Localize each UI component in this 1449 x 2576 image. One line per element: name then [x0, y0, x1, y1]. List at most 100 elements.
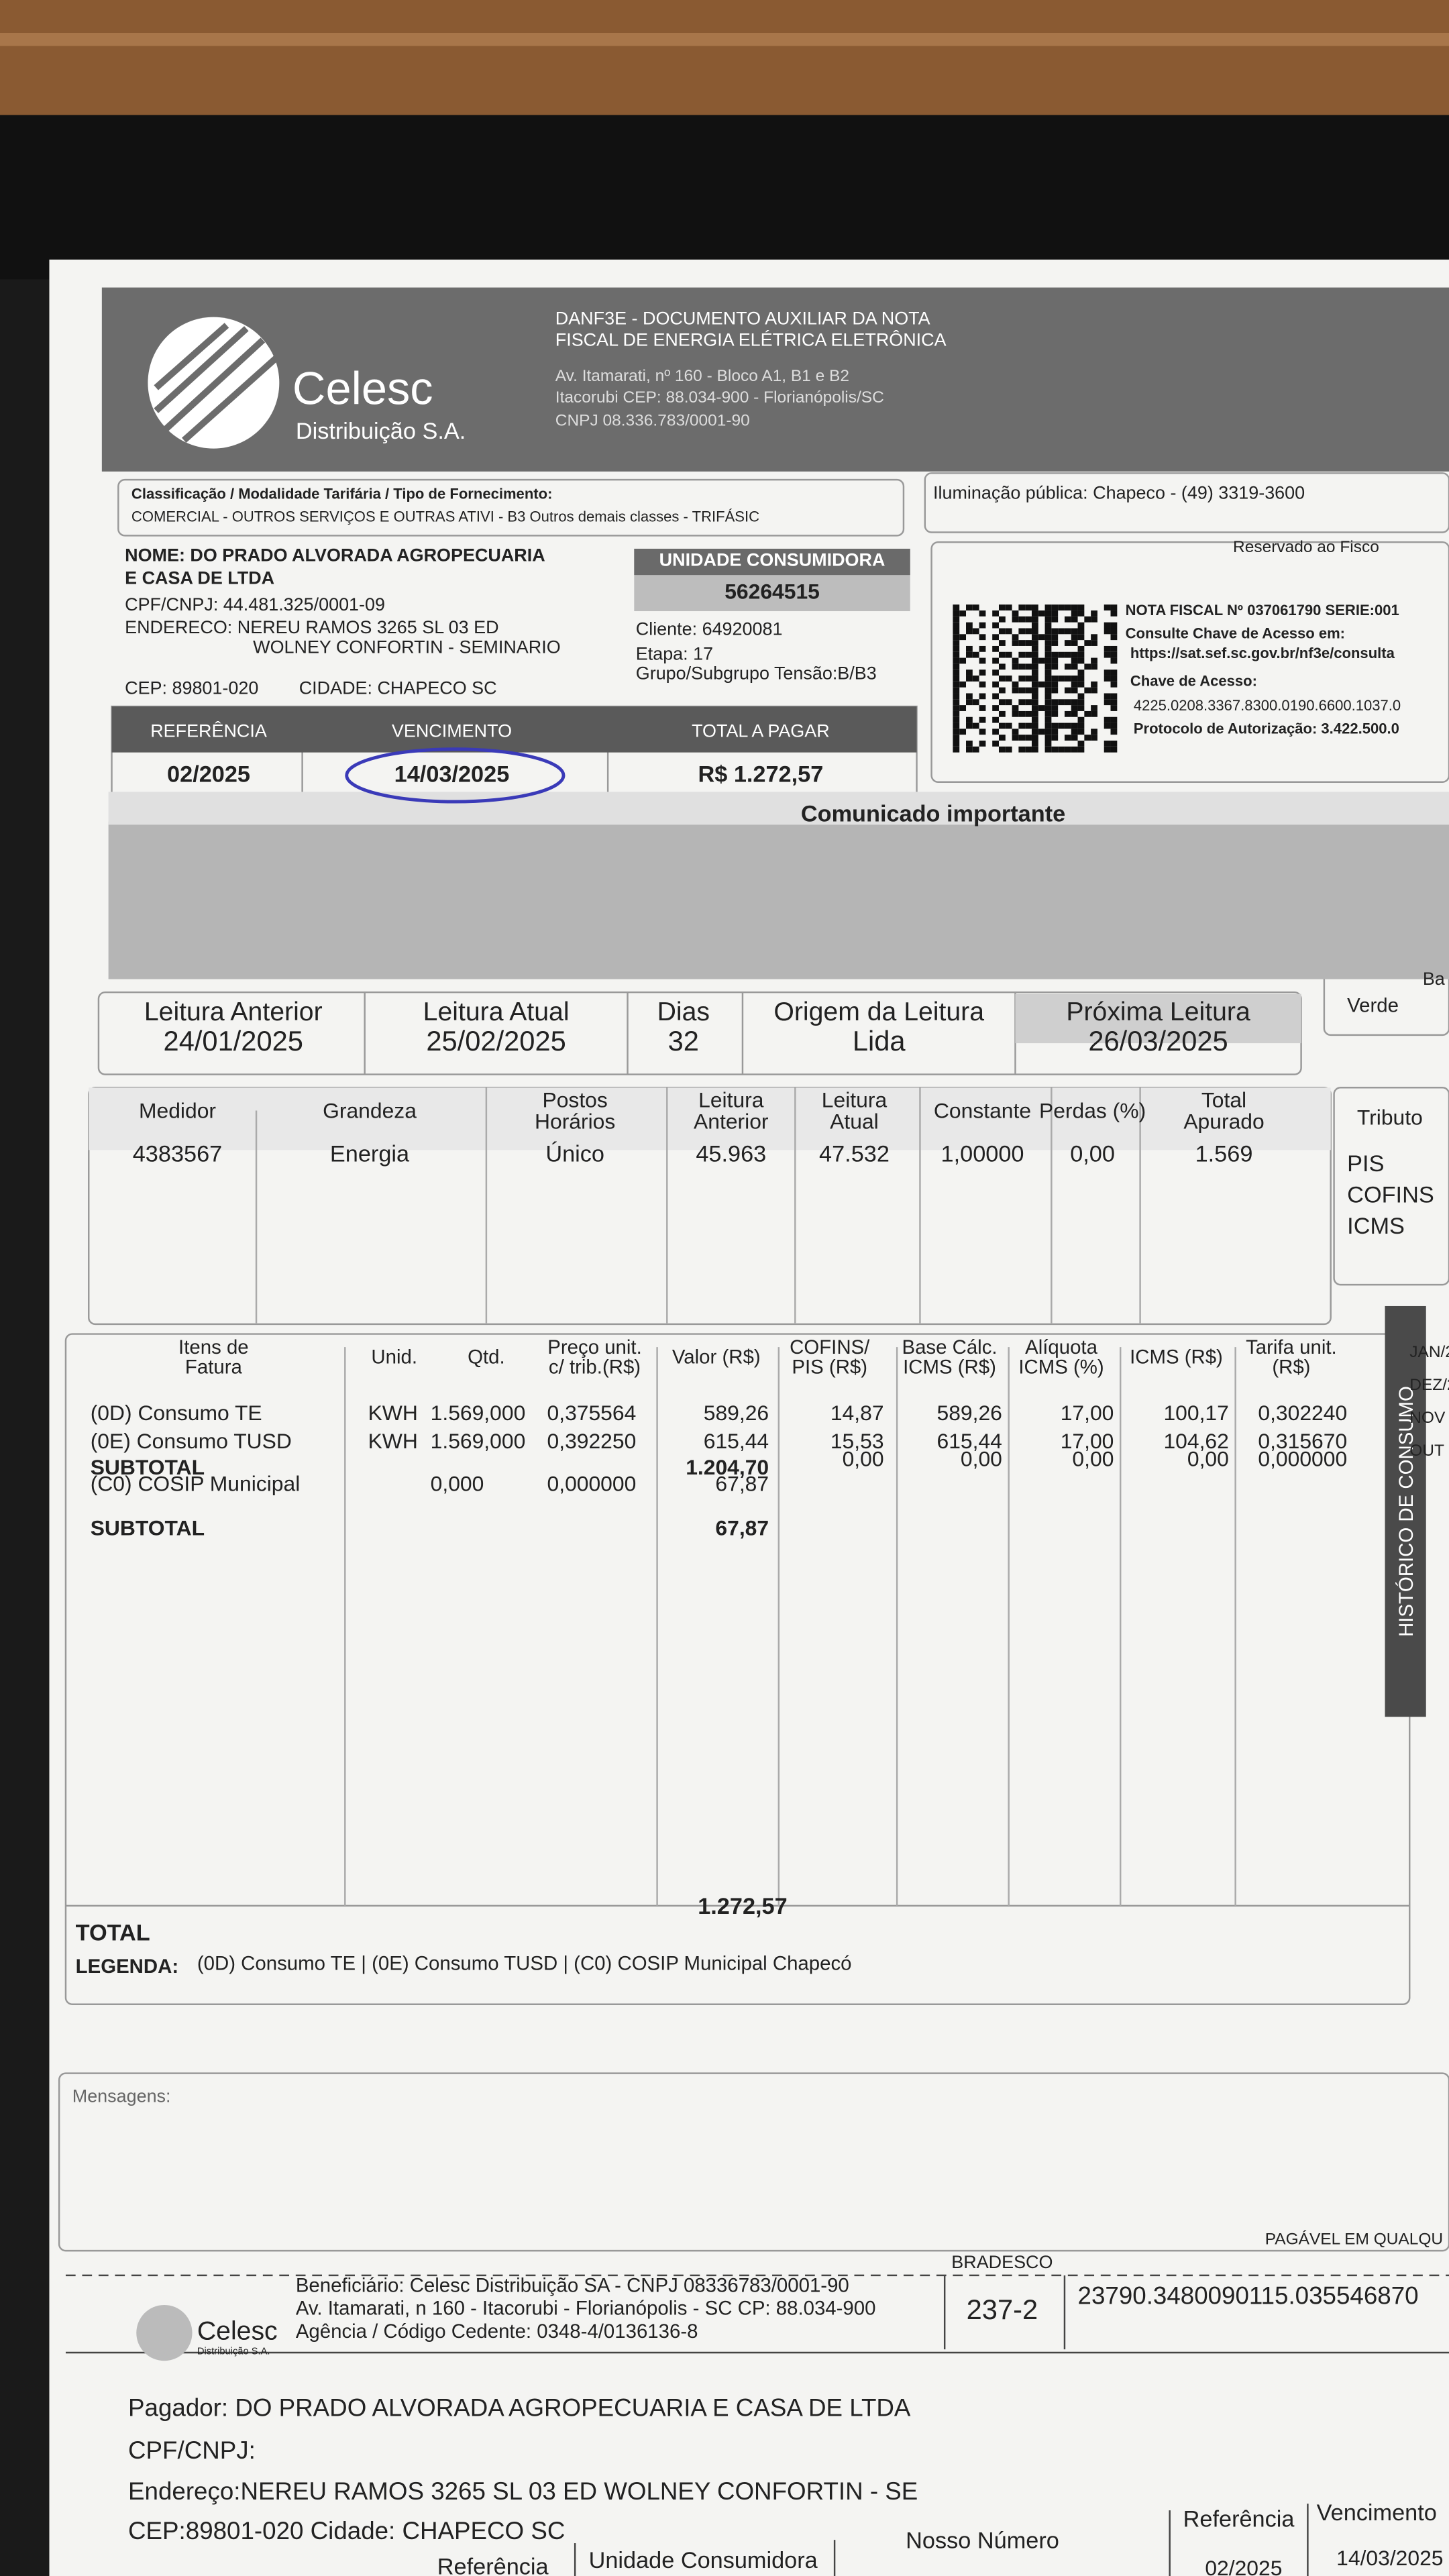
qr-cell — [979, 681, 986, 688]
qr-cell — [1025, 676, 1032, 682]
qr-cell — [1044, 681, 1052, 688]
qr-cell — [992, 741, 999, 747]
qr-cell — [1064, 628, 1071, 635]
qr-cell — [1071, 604, 1078, 611]
qr-cell — [1064, 663, 1071, 670]
qr-cell — [959, 681, 967, 688]
qr-cell — [1077, 722, 1085, 729]
items-header: Preço unit. c/ trib.(R$) — [547, 1336, 642, 1379]
payment-value: R$ 1.272,57 — [698, 760, 824, 788]
qr-cell — [1044, 676, 1052, 682]
protocol: Protocolo de Autorização: 3.422.500.0 — [1133, 720, 1399, 737]
logo-subtitle: Distribuição S.A. — [295, 417, 466, 444]
reading-header: Próxima Leitura — [1066, 998, 1250, 1027]
qr-cell — [1051, 705, 1059, 711]
qr-cell — [1071, 705, 1078, 711]
qr-cell — [1110, 716, 1118, 723]
qr-cell — [1031, 722, 1038, 729]
qr-cell — [1012, 640, 1019, 646]
qr-cell — [966, 741, 973, 747]
qr-cell — [972, 676, 979, 682]
qr-cell — [1064, 676, 1071, 682]
footer-label: Referência — [437, 2553, 549, 2576]
url: https://sat.sef.sc.gov.br/nf3e/consulta — [1130, 645, 1395, 661]
qr-cell — [966, 693, 973, 700]
item-cell: 0,302240 — [1258, 1400, 1348, 1426]
qr-cell — [1018, 604, 1026, 611]
qr-cell — [953, 622, 960, 629]
doc-title: FISCAL DE ENERGIA ELÉTRICA ELETRÔNICA — [555, 331, 947, 351]
reading-value: 25/02/2025 — [426, 1026, 566, 1057]
item-cell: 0,375564 — [547, 1400, 637, 1426]
tribute-header: Tributo — [1356, 1104, 1423, 1130]
item-cell: 0,315670 — [1258, 1428, 1348, 1454]
items-header: COFINS/ PIS (R$) — [790, 1336, 870, 1379]
qr-cell — [1025, 640, 1032, 646]
qr-cell — [1044, 622, 1052, 629]
items-header: Base Cálc. ICMS (R$) — [902, 1336, 998, 1379]
qr-cell — [953, 651, 960, 658]
qr-cell — [959, 657, 967, 664]
qr-cell — [1012, 687, 1019, 694]
qr-cell — [1005, 746, 1012, 753]
qr-cell — [1091, 681, 1097, 688]
qr-cell — [1012, 681, 1019, 688]
legend-label: LEGENDA: — [75, 1955, 179, 1978]
qr-cell — [1044, 616, 1052, 623]
qr-cell — [1104, 604, 1111, 611]
qr-cell — [1025, 710, 1032, 717]
qr-cell — [1084, 616, 1091, 623]
flag-value: Verde — [1347, 994, 1399, 1017]
item-cell: (C0) COSIP Municipal — [90, 1471, 301, 1496]
qr-cell — [1110, 622, 1118, 629]
item-cell: 0,000000 — [1258, 1446, 1348, 1472]
payment-header: VENCIMENTO — [391, 722, 513, 742]
item-cell: 15,53 — [830, 1428, 884, 1454]
qr-cell — [1110, 645, 1118, 652]
qr-cell — [1064, 640, 1071, 646]
qr-cell — [998, 746, 1006, 753]
qr-cell — [1058, 651, 1065, 658]
qr-cell — [1025, 699, 1032, 706]
qr-cell — [1044, 628, 1052, 635]
qr-cell — [1051, 735, 1059, 741]
qr-cell — [1012, 616, 1019, 623]
qr-cell — [1071, 699, 1078, 706]
qr-cell — [1064, 687, 1071, 694]
qr-cell — [1044, 710, 1052, 717]
qr-cell — [1091, 616, 1097, 623]
qr-cell — [1084, 735, 1091, 741]
qr-cell — [1104, 669, 1111, 676]
qr-cell — [1091, 663, 1097, 670]
qr-cell — [1104, 746, 1111, 753]
footer-label: Vencimento — [1316, 2498, 1437, 2526]
unit-number: 56264515 — [724, 579, 820, 604]
qr-cell — [1044, 716, 1052, 723]
meter-value: 45.963 — [696, 1140, 767, 1167]
fisco-label: Reservado ao Fisco — [1233, 539, 1379, 557]
qr-cell — [953, 681, 960, 688]
qr-cell — [992, 634, 999, 641]
qr-cell — [1071, 628, 1078, 635]
qr-cell — [1025, 651, 1032, 658]
footer-label: Unidade Consumidora — [588, 2546, 818, 2573]
item-cell: (0E) Consumo TUSD — [90, 1428, 292, 1454]
qr-cell — [1104, 716, 1111, 723]
items-header: Unid. — [371, 1345, 418, 1369]
qr-cell — [1084, 663, 1091, 670]
qr-cell — [1044, 645, 1052, 652]
issuer-address: CNPJ 08.336.783/0001-90 — [555, 412, 750, 431]
qr-cell — [959, 705, 967, 711]
qr-cell — [1038, 705, 1045, 711]
total-label: TOTAL — [75, 1919, 150, 1945]
qr-cell — [1110, 699, 1118, 706]
qr-cell — [1031, 687, 1038, 694]
unit-label: UNIDADE CONSUMIDORA — [659, 551, 885, 572]
qr-cell — [1104, 628, 1111, 635]
item-cell: 104,62 — [1163, 1428, 1229, 1454]
qr-cell — [979, 669, 986, 676]
qr-cell — [1077, 681, 1085, 688]
qr-cell — [1110, 604, 1118, 611]
qr-cell — [966, 746, 973, 753]
qr-cell — [1018, 735, 1026, 741]
